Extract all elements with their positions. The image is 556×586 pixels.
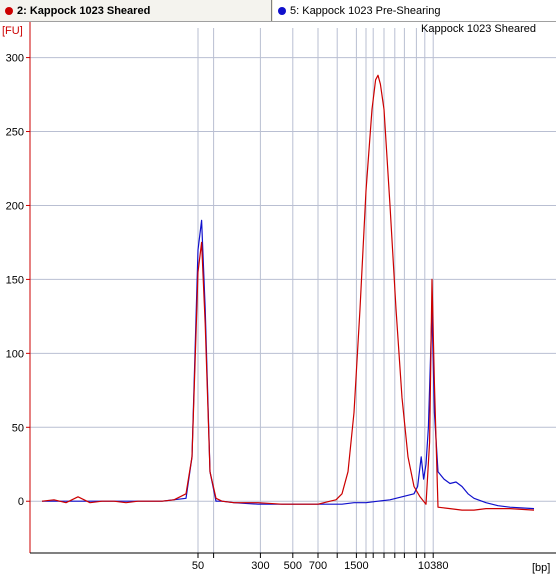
- blue-circle-icon: [278, 6, 286, 15]
- axes: 0 50 100 150 200 250 300 50 300 500 700 1500 10380: [6, 22, 556, 572]
- x-tick-label: 300: [251, 560, 269, 572]
- y-tick-label: 50: [12, 422, 24, 434]
- x-tick-label: 500: [284, 560, 302, 572]
- y-tick-label: 200: [6, 200, 24, 212]
- red-circle-icon: [5, 6, 13, 15]
- series-line-sheared: [41, 74, 535, 511]
- grid: [30, 28, 556, 553]
- tab-label: 5: Kappock 1023 Pre-Shearing: [290, 4, 441, 17]
- series-group: [41, 74, 535, 511]
- tab-label: 2: Kappock 1023 Sheared: [17, 4, 151, 17]
- tab-bar: 2: Kappock 1023 Sheared 5: Kappock 1023 …: [0, 0, 556, 22]
- y-tick-label: 100: [6, 348, 24, 360]
- y-tick-label: 150: [6, 274, 24, 286]
- chart-title: Kappock 1023 Sheared: [421, 23, 536, 35]
- tab-sample-5[interactable]: 5: Kappock 1023 Pre-Shearing: [273, 0, 556, 21]
- y-tick-label: 300: [6, 53, 24, 65]
- x-axis-label: [bp]: [532, 562, 550, 574]
- x-tick-label: 1500: [344, 560, 368, 572]
- electropherogram-chart: 0 50 100 150 200 250 300 50 300 500 700 1500 10380 […: [0, 22, 556, 586]
- chart-background: [0, 22, 556, 586]
- y-tick-label: 250: [6, 127, 24, 139]
- x-tick-label: 50: [192, 560, 204, 572]
- x-tick-label: 10380: [418, 560, 449, 572]
- x-tick-label: 700: [309, 560, 327, 572]
- tab-sample-2[interactable]: 2: Kappock 1023 Sheared: [0, 0, 272, 21]
- y-axis-label: [FU]: [2, 25, 23, 37]
- y-tick-label: 0: [18, 496, 24, 508]
